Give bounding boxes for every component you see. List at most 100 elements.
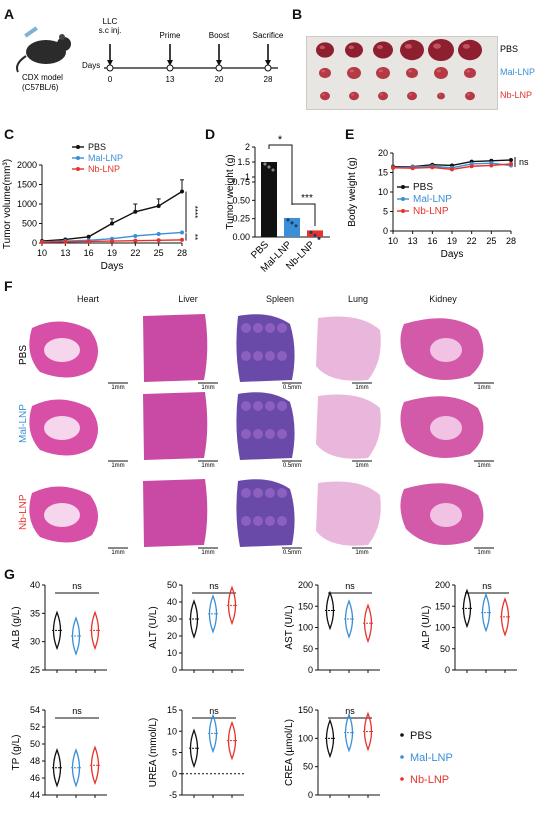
violin (90, 745, 100, 786)
tumor-highlight (348, 45, 354, 50)
y-tick-label: 0.00 (232, 232, 250, 242)
histology-row: 1mm 1mm 0.5mm 1mm 1mm (29, 392, 494, 468)
y-tick-label: 30 (167, 614, 177, 624)
spleen-follicle (277, 488, 287, 498)
tissue-title: Spleen (265, 294, 295, 304)
model-label: CDX model (22, 73, 63, 82)
y-axis-label: UREA (mmol/L) (148, 718, 159, 787)
violin (227, 585, 237, 626)
lung-section (316, 481, 381, 546)
spleen-follicle (265, 351, 275, 361)
sig-label: ns (209, 581, 219, 591)
legend-marker (400, 733, 404, 737)
scale-label: 1mm (111, 385, 124, 390)
data-point (133, 238, 138, 243)
y-axis-label: AST (U/L) (284, 605, 295, 649)
tumor-highlight (321, 70, 325, 73)
y-tick-label: 5 (172, 748, 177, 758)
heart-chamber (44, 416, 80, 440)
y-tick-label: 5 (383, 207, 388, 217)
spleen-follicle (277, 323, 287, 333)
panel-label-f: F (4, 278, 13, 294)
kidney-medulla (430, 338, 462, 362)
x-tick-label: 22 (467, 236, 477, 246)
heart-chamber (44, 503, 80, 527)
liver-section (143, 314, 208, 382)
violin (363, 603, 373, 644)
x-tick-label: 10 (37, 248, 47, 258)
tumor (373, 41, 393, 59)
sig-label: ns (345, 581, 355, 591)
sig-label: ns (519, 157, 529, 167)
scale-label: 1mm (201, 550, 214, 555)
spleen-follicle (265, 401, 275, 411)
sig-label: ** (190, 234, 199, 240)
tumor (319, 67, 331, 79)
y-tick-label: 10 (167, 726, 177, 736)
scale-label: 0.5mm (283, 385, 301, 390)
strain-label: (C57BL/6) (22, 83, 59, 92)
spleen-follicle (253, 351, 263, 361)
spleen-follicle (241, 351, 251, 361)
bar-dot (267, 165, 271, 169)
y-tick-label: 1 (245, 172, 250, 182)
scale-label: 1mm (201, 463, 214, 468)
tissue-title: Lung (347, 294, 369, 304)
data-point (133, 233, 138, 238)
violin (52, 610, 62, 651)
bar (261, 162, 277, 237)
legend-label: Nb-LNP (88, 164, 120, 174)
scale-label: 1mm (111, 463, 124, 468)
scale-label: 1mm (355, 385, 368, 390)
data-point (156, 238, 161, 243)
tumor-photo (306, 36, 498, 110)
x-tick-label: 28 (177, 248, 187, 258)
y-tick-label: 50 (30, 739, 40, 749)
data-point (110, 239, 114, 244)
data-point (40, 240, 44, 245)
x-tick-label: 16 (427, 236, 437, 246)
data-point (180, 230, 184, 235)
sig-label: * (278, 135, 283, 146)
tumor (320, 91, 330, 101)
x-tick-label: 28 (506, 236, 516, 246)
tumor (465, 91, 475, 101)
histology-grid: Heart Liver Spleen Lung Kidney PBS 1mm 1mm 0.5mm… (0, 290, 550, 560)
y-tick-label: 0.25 (232, 214, 250, 224)
panel-label-c: C (4, 126, 15, 142)
y-tick-label: 150 (298, 601, 313, 611)
event-arrowhead (216, 60, 222, 66)
x-tick-label: 25 (486, 236, 496, 246)
spleen-follicle (253, 429, 263, 439)
legend-marker (76, 156, 80, 160)
spleen-follicle (265, 323, 275, 333)
tumor-highlight (404, 44, 412, 49)
y-tick-label: 50 (440, 644, 450, 654)
spleen-follicle (265, 516, 275, 526)
y-tick-label: 0 (308, 790, 313, 800)
data-point (509, 158, 513, 163)
event-arrowhead (167, 60, 173, 66)
x-axis-label: Days (101, 261, 124, 272)
violin (481, 592, 491, 633)
event-label: Boost (209, 31, 230, 40)
scale-label: 1mm (355, 550, 368, 555)
y-tick-label: 2 (245, 142, 250, 152)
violin (71, 616, 81, 656)
histology-row: 1mm 1mm 0.5mm 1mm 1mm (29, 479, 494, 555)
event-marker (215, 64, 223, 72)
tumor-highlight (466, 70, 470, 73)
spleen-follicle (253, 516, 263, 526)
y-tick-label: 10 (378, 187, 388, 197)
tumor-highlight (408, 70, 412, 73)
violin (462, 588, 472, 629)
data-point (410, 166, 415, 171)
sig-label: **** (190, 206, 199, 218)
event-label: Sacrifice (253, 31, 284, 40)
event-marker (106, 64, 114, 72)
y-axis-label: ALB (g/L) (11, 606, 22, 648)
legend-marker (400, 755, 404, 759)
sig-label: ns (209, 706, 219, 716)
event-day: 28 (264, 75, 273, 84)
